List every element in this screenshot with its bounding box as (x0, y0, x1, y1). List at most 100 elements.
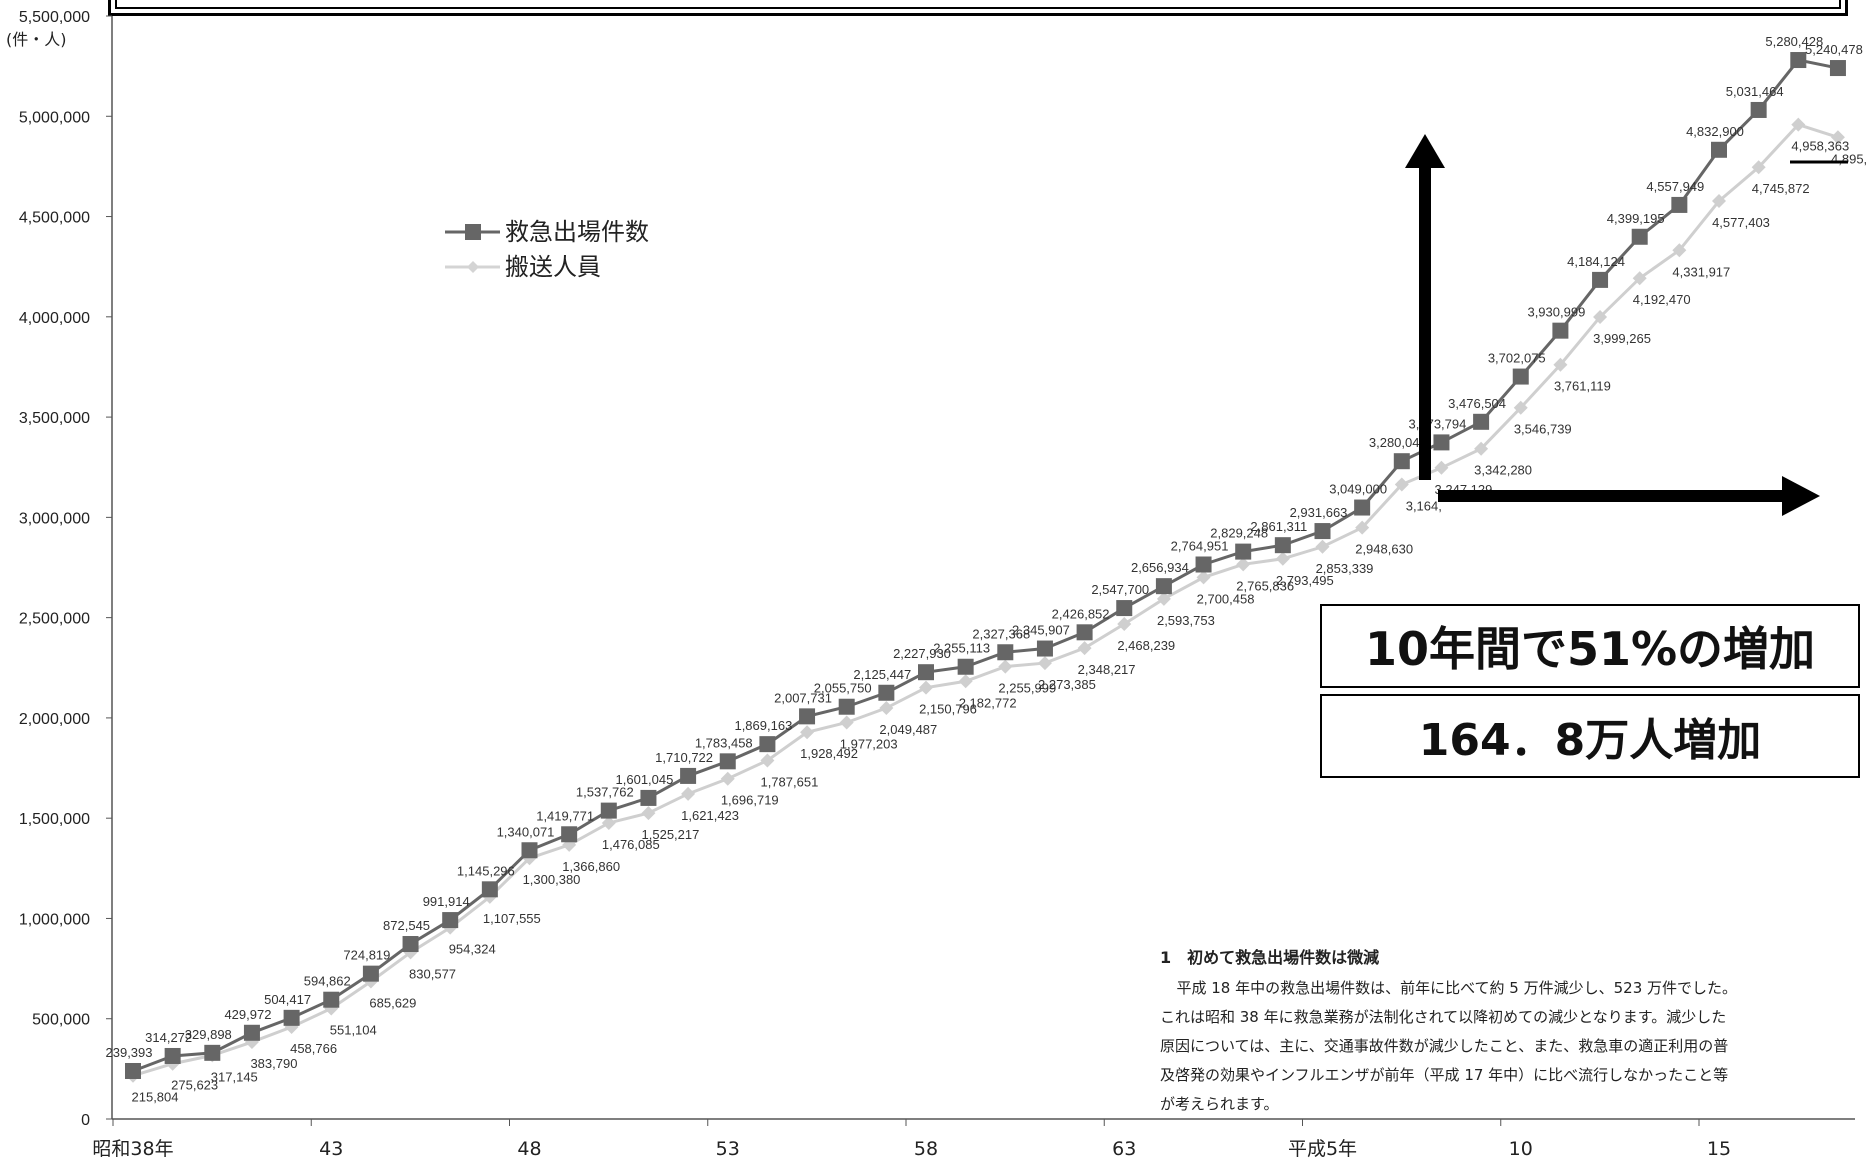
data-label-calls: 2,255,113 (933, 641, 990, 656)
marker-calls (1473, 413, 1490, 430)
data-label-calls: 594,862 (304, 974, 351, 989)
data-label-transported: 4,745,872 (1752, 181, 1810, 196)
y-tick-label: 0 (81, 1112, 90, 1129)
marker-calls (1592, 271, 1609, 288)
data-label-transported: 1,525,217 (642, 827, 700, 842)
marker-calls (719, 753, 736, 770)
data-label-transported: 458,766 (290, 1041, 337, 1056)
data-label-calls: 4,399,195 (1607, 211, 1665, 226)
marker-calls (442, 912, 459, 929)
increase-rate-callout: 10年間で51%の増加 (1320, 604, 1860, 688)
marker-transported (1117, 617, 1132, 632)
data-label-transported: 2,765,836 (1236, 578, 1294, 593)
x-tick-label: 昭和38年 (92, 1138, 173, 1160)
marker-calls (640, 789, 657, 806)
data-label-calls: 3,049,000 (1329, 482, 1387, 497)
data-label-calls: 2,426,852 (1052, 606, 1110, 621)
x-tick-label: 43 (319, 1138, 343, 1160)
data-label-calls: 3,373,794 (1409, 416, 1467, 431)
data-label-calls: 2,227,930 (893, 646, 951, 661)
y-tick-label: 4,000,000 (19, 310, 90, 327)
data-label-transported: 1,928,492 (800, 746, 858, 761)
marker-transported (1315, 539, 1330, 554)
data-label-calls: 2,547,700 (1091, 582, 1149, 597)
marker-transported (919, 680, 933, 695)
marker-calls (1235, 543, 1252, 560)
data-label-transported: 383,790 (250, 1056, 297, 1071)
y-tick-label: 2,500,000 (19, 611, 90, 628)
data-label-transported: 2,700,458 (1197, 591, 1255, 606)
data-label-calls: 329,898 (185, 1027, 232, 1042)
marker-transported (1236, 557, 1251, 572)
y-tick-label: 5,500,000 (19, 9, 90, 26)
marker-calls (362, 965, 379, 982)
data-label-calls: 2,125,447 (853, 667, 911, 682)
data-label-transported: 3,342,280 (1474, 463, 1532, 478)
data-label-transported: 1,476,085 (602, 837, 660, 852)
marker-calls (759, 736, 776, 753)
marker-calls (1195, 556, 1212, 573)
marker-transported (720, 771, 735, 786)
data-label-transported: 4,192,470 (1633, 292, 1691, 307)
data-label-calls: 2,345,907 (1012, 623, 1070, 638)
y-tick-label: 1,500,000 (19, 811, 90, 828)
marker-calls (323, 991, 340, 1008)
data-label-transported: 2,593,753 (1157, 613, 1215, 628)
marker-transported (958, 674, 973, 689)
marker-calls (1711, 141, 1727, 158)
data-label-calls: 5,280,428 (1765, 34, 1823, 49)
data-label-calls: 1,419,771 (536, 808, 594, 823)
marker-calls (164, 1047, 181, 1064)
data-label-calls: 3,702,075 (1488, 351, 1546, 366)
marker-calls (1790, 52, 1807, 69)
data-label-calls: 1,601,045 (616, 772, 674, 787)
marker-transported (1712, 194, 1726, 209)
data-label-transported: 2,468,239 (1117, 638, 1175, 653)
marker-transported (601, 815, 616, 830)
data-label-calls: 429,972 (224, 1007, 271, 1022)
data-label-transported: 2,853,339 (1316, 561, 1374, 576)
marker-calls (561, 826, 578, 843)
data-label-transported: 2,348,217 (1078, 662, 1136, 677)
data-label-transported: 830,577 (409, 966, 456, 981)
data-label-transported: 2,255,999 (998, 681, 1056, 696)
marker-transported (1156, 591, 1171, 606)
data-label-transported: 3,164, (1406, 498, 1442, 513)
data-label-transported: 954,324 (449, 942, 496, 957)
marker-calls (1829, 60, 1846, 77)
marker-transported (1632, 271, 1647, 286)
x-tick-label: 63 (1112, 1138, 1136, 1160)
y-tick-label: 5,000,000 (19, 109, 90, 126)
data-label-transported: 2,182,772 (959, 695, 1017, 710)
series-layer (125, 52, 1846, 1083)
annotation-arrows (1405, 134, 1820, 516)
marker-calls (1433, 434, 1450, 451)
marker-transported (1355, 520, 1370, 535)
marker-calls (1631, 228, 1648, 245)
marker-transported (998, 659, 1013, 674)
data-label-transported: 275,623 (171, 1078, 218, 1093)
marker-transported (1672, 243, 1687, 258)
right-arrow-head (1782, 476, 1820, 516)
up-arrow-head (1405, 134, 1445, 168)
marker-calls (283, 1009, 300, 1026)
data-label-calls: 2,829,248 (1210, 526, 1268, 541)
data-label-transported: 3,761,119 (1554, 379, 1611, 394)
data-label-calls: 2,764,951 (1171, 539, 1229, 554)
data-label-calls: 2,656,934 (1131, 560, 1189, 575)
y-tick-label: 3,000,000 (19, 510, 90, 527)
data-label-calls: 3,930,999 (1527, 305, 1585, 320)
chart-axes: 0 500,000 1,000,000 1,500,000 2,000,000 2,500… (19, 9, 1855, 1160)
legend-marker-transported (467, 261, 479, 273)
data-label-transported: 4,958,363 (1791, 139, 1849, 154)
marker-calls (1155, 578, 1172, 595)
data-label-transported: 1,696,719 (721, 793, 779, 808)
y-tick-label: 4,500,000 (19, 210, 90, 227)
marker-calls (838, 698, 855, 715)
y-tick-label: 2,000,000 (19, 711, 90, 728)
marker-calls (1274, 537, 1291, 554)
marker-calls (1036, 640, 1053, 657)
data-label-calls: 3,476,504 (1448, 396, 1506, 411)
data-label-transported: 3,546,739 (1514, 422, 1572, 437)
